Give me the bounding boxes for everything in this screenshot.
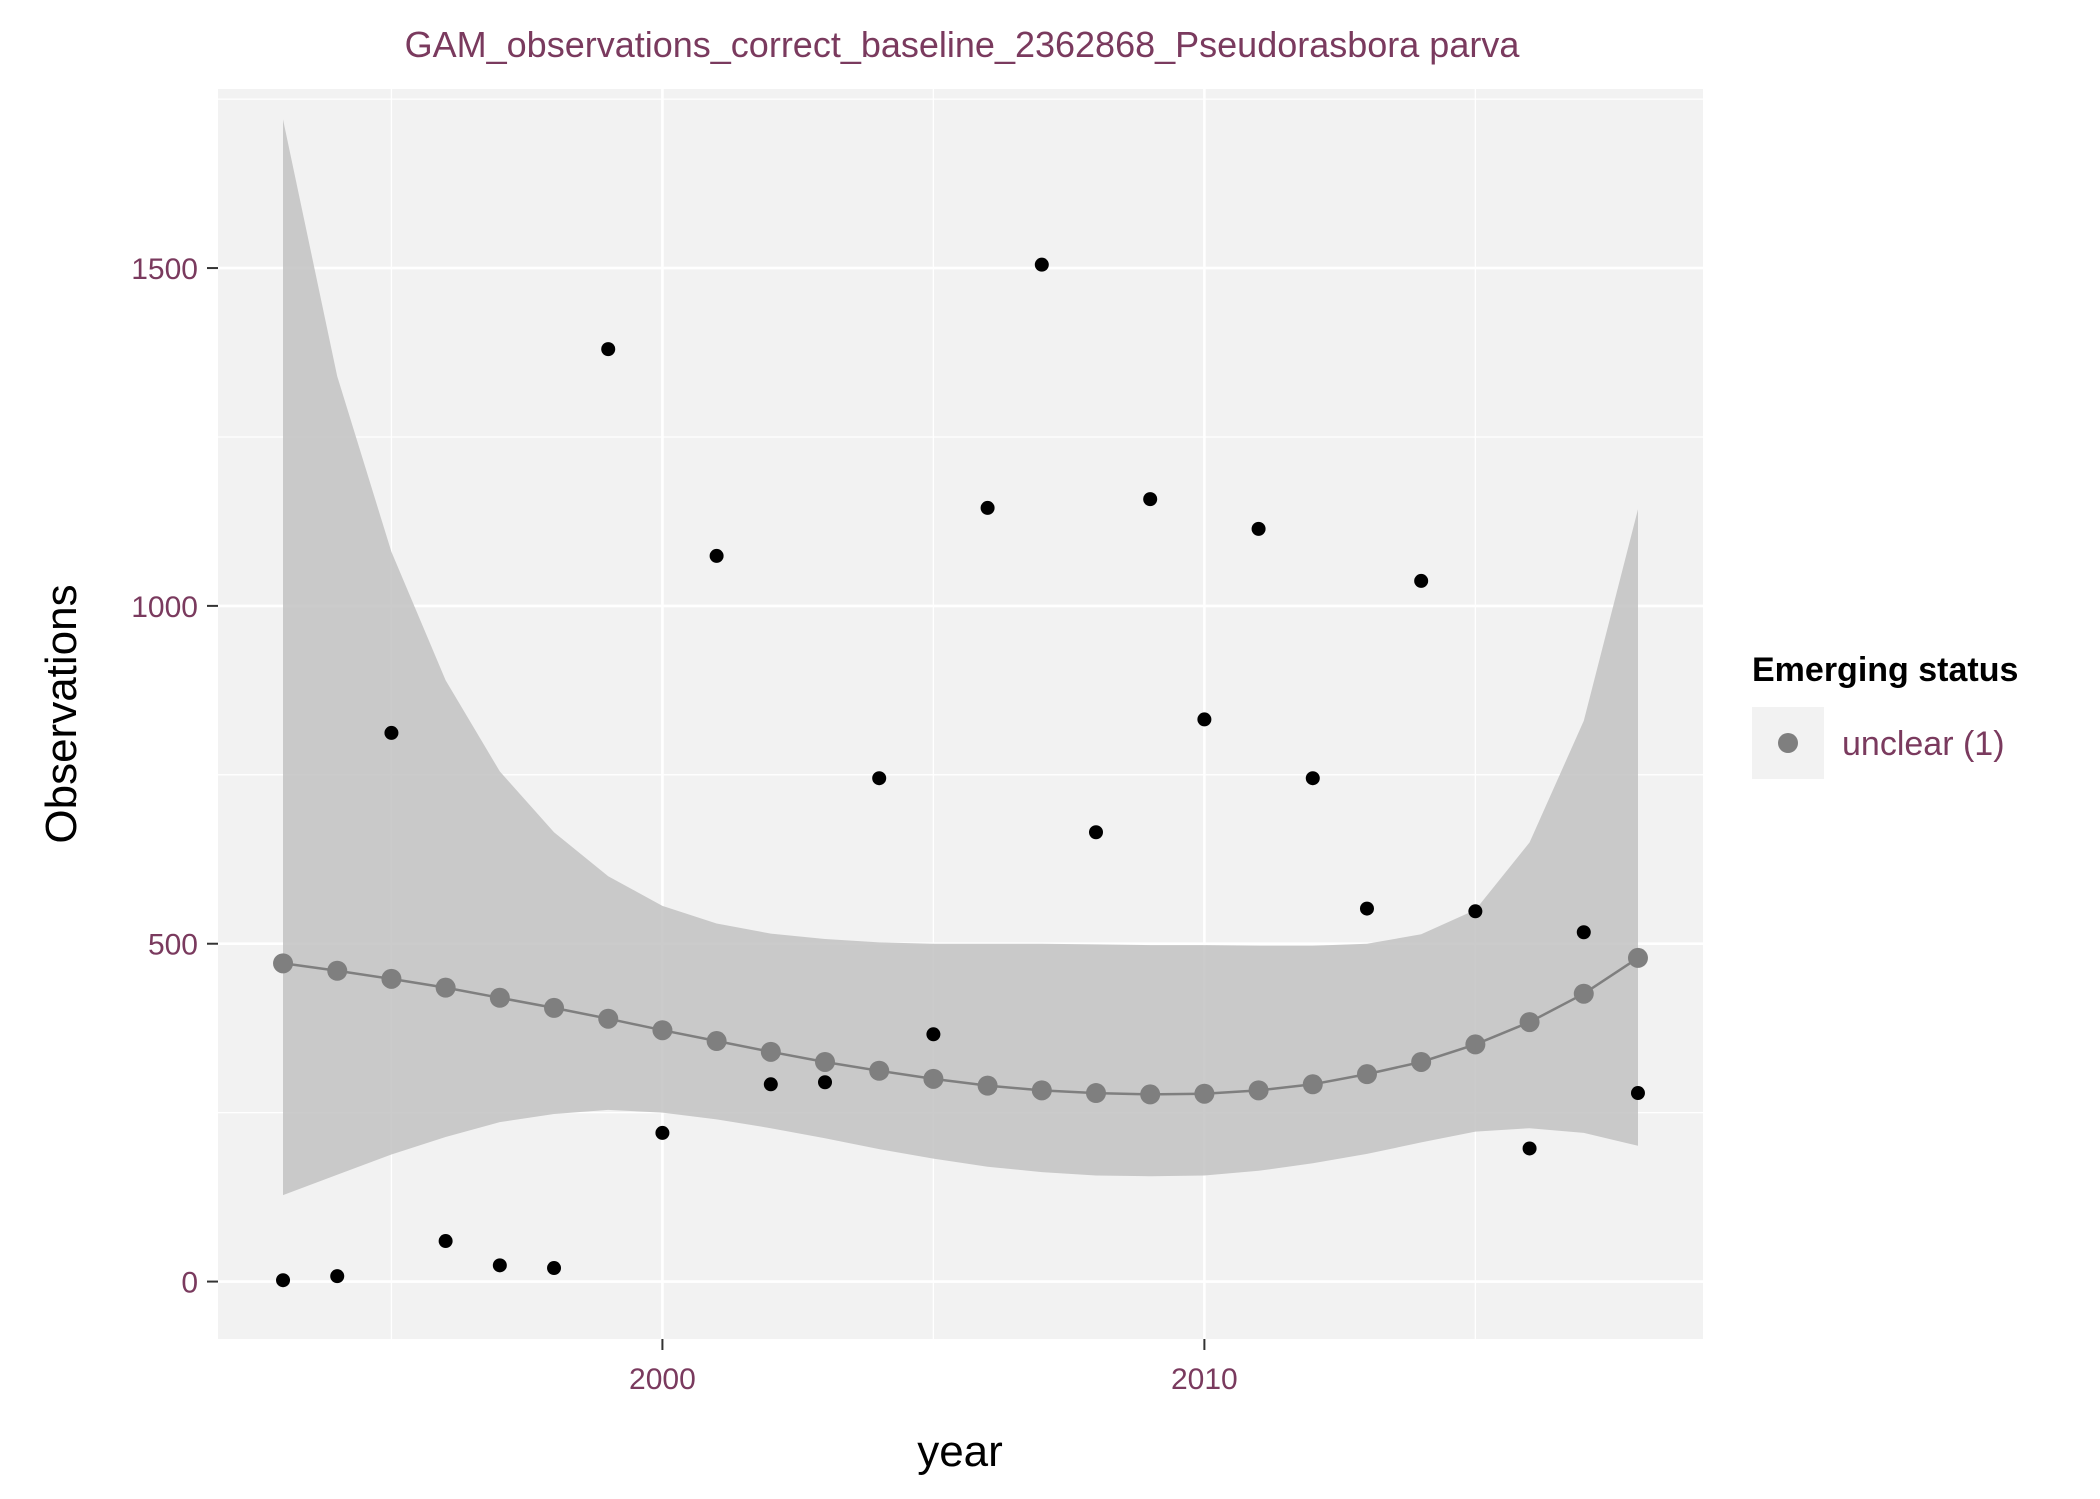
- fit-point: [815, 1051, 836, 1072]
- legend: Emerging status unclear (1): [1752, 651, 2018, 779]
- y-tick-label: 500: [148, 929, 198, 962]
- fit-point: [1248, 1080, 1269, 1101]
- legend-key-point: [1778, 733, 1798, 753]
- observation-point: [655, 1125, 670, 1140]
- fit-point: [1302, 1074, 1323, 1095]
- observation-point: [1143, 492, 1158, 507]
- y-axis-title: Observations: [37, 584, 86, 843]
- observation-point: [980, 500, 995, 515]
- fit-point: [598, 1008, 619, 1029]
- observation-point: [492, 1258, 507, 1273]
- observation-point: [1251, 521, 1266, 536]
- fit-point: [435, 977, 456, 998]
- observation-point: [1359, 901, 1374, 916]
- fit-point: [1356, 1064, 1377, 1085]
- fit-point: [1194, 1083, 1215, 1104]
- observation-point: [601, 342, 616, 357]
- observation-point: [1034, 257, 1049, 272]
- observation-point: [1088, 825, 1103, 840]
- observation-point: [330, 1269, 345, 1284]
- y-tick-label: 1500: [131, 253, 198, 286]
- fit-point: [706, 1031, 727, 1052]
- legend-title: Emerging status: [1752, 651, 2018, 689]
- fit-point: [1627, 947, 1648, 968]
- observation-point: [872, 771, 887, 786]
- observation-point: [818, 1075, 833, 1090]
- observation-point: [1197, 712, 1212, 727]
- fit-point: [1140, 1084, 1161, 1105]
- x-tick-label: 2010: [1171, 1363, 1238, 1396]
- observation-point: [709, 548, 724, 563]
- x-axis-title: year: [917, 1427, 1003, 1476]
- x-tick-label: 2000: [629, 1363, 696, 1396]
- observation-point: [926, 1027, 941, 1042]
- fit-point: [1573, 983, 1594, 1004]
- observation-point: [763, 1077, 778, 1092]
- chart-title: GAM_observations_correct_baseline_236286…: [405, 24, 1521, 65]
- y-tick-label: 0: [181, 1267, 198, 1300]
- observation-point: [1576, 925, 1591, 940]
- observation-point: [1305, 771, 1320, 786]
- legend-label: unclear (1): [1842, 725, 2005, 763]
- observation-point: [1414, 573, 1429, 588]
- observation-point: [1468, 904, 1483, 919]
- fit-point: [1519, 1012, 1540, 1033]
- x-axis: 2000 2010: [629, 1339, 1238, 1396]
- fit-point: [273, 953, 294, 974]
- y-axis: 0 500 1000 1500: [131, 253, 218, 1300]
- fit-point: [1465, 1034, 1486, 1055]
- fit-point: [381, 968, 402, 989]
- confidence-band-layer: [283, 119, 1638, 1196]
- confidence-band: [283, 119, 1638, 1196]
- fit-point: [1411, 1051, 1432, 1072]
- fit-point: [327, 960, 348, 981]
- gam-fit-layer: [273, 947, 1648, 1105]
- observation-point: [276, 1273, 291, 1288]
- observation-point: [438, 1234, 453, 1249]
- observation-points-layer: [276, 257, 1645, 1288]
- observation-point: [547, 1261, 562, 1276]
- fit-point: [1031, 1080, 1052, 1101]
- fit-point: [652, 1020, 673, 1041]
- fit-point: [869, 1060, 890, 1081]
- observation-point: [1522, 1141, 1537, 1156]
- fit-point: [544, 997, 565, 1018]
- fit-point: [977, 1075, 998, 1096]
- fit-point: [489, 987, 510, 1008]
- fit-point: [923, 1068, 944, 1089]
- fit-point: [1085, 1083, 1106, 1104]
- fit-point: [760, 1041, 781, 1062]
- observation-point: [1630, 1086, 1645, 1101]
- y-tick-label: 1000: [131, 591, 198, 624]
- observation-point: [384, 725, 399, 740]
